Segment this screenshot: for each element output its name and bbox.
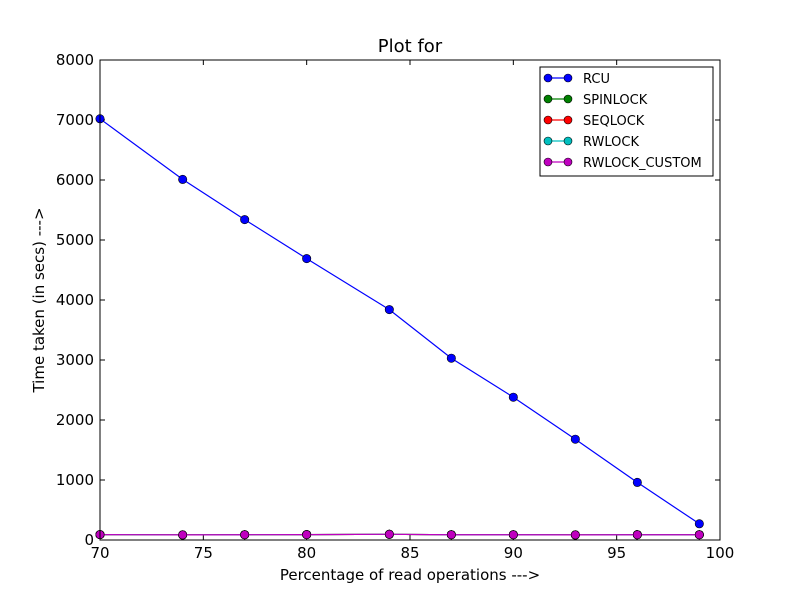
y-tick-label: 3000 — [56, 351, 94, 369]
data-point-rwlock_custom — [694, 530, 704, 540]
legend: RCU SPINLOCK SEQLOCK RWLOCK RWLOCK_CUSTOM — [539, 66, 714, 177]
series-line-rcu — [99, 118, 700, 525]
data-point-rcu — [240, 215, 250, 225]
data-point-rcu — [632, 477, 642, 487]
y-tick-label: 5000 — [56, 231, 94, 249]
x-tick-label: 85 — [400, 544, 419, 562]
y-tick-label: 4000 — [56, 291, 94, 309]
x-axis-title: Percentage of read operations ---> — [280, 566, 540, 584]
legend-label: RCU — [583, 72, 610, 87]
y-axis-title: Time taken (in secs) ---> — [30, 207, 48, 393]
legend-marker — [543, 157, 553, 167]
data-point-rwlock_custom — [446, 530, 456, 540]
x-tick-label: 80 — [297, 544, 316, 562]
data-point-rwlock_custom — [570, 530, 580, 540]
x-tick-label: 70 — [90, 544, 109, 562]
chart-title: Plot for — [378, 36, 443, 57]
plot-frame — [99, 59, 721, 541]
data-point-rwlock_custom — [240, 530, 250, 540]
legend-marker — [543, 94, 553, 104]
y-tick-label: 7000 — [56, 111, 94, 129]
y-tick-label: 1000 — [56, 471, 94, 489]
data-point-rcu — [384, 305, 394, 315]
data-point-rcu — [508, 392, 518, 402]
data-point-rcu — [446, 353, 456, 363]
legend-marker — [563, 115, 573, 125]
legend-marker — [563, 94, 573, 104]
x-tick-label: 100 — [706, 544, 735, 562]
data-point-rwlock_custom — [178, 530, 188, 540]
x-tick-label: 90 — [504, 544, 523, 562]
y-tick-label: 8000 — [56, 51, 94, 69]
data-point-rwlock_custom — [384, 529, 394, 539]
y-tick-label: 2000 — [56, 411, 94, 429]
data-point-rcu — [570, 434, 580, 444]
legend-label: SPINLOCK — [583, 93, 648, 108]
y-tick-label: 0 — [84, 531, 94, 549]
legend-label: RWLOCK_CUSTOM — [583, 156, 702, 171]
legend-marker — [563, 136, 573, 146]
legend-label: RWLOCK — [583, 135, 639, 150]
legend-marker — [543, 136, 553, 146]
y-tick-label: 6000 — [56, 171, 94, 189]
data-point-rcu — [302, 254, 312, 264]
legend-marker — [563, 73, 573, 83]
x-tick-label: 95 — [607, 544, 626, 562]
data-point-rwlock_custom — [508, 530, 518, 540]
series-line-rwlock_custom — [99, 533, 700, 536]
data-point-rwlock_custom — [302, 530, 312, 540]
data-point-rcu — [694, 519, 704, 529]
legend-label: SEQLOCK — [583, 114, 645, 129]
data-point-rcu — [178, 174, 188, 184]
data-point-rwlock_custom — [632, 530, 642, 540]
legend-marker — [563, 157, 573, 167]
legend-marker — [543, 73, 553, 83]
legend-marker — [543, 115, 553, 125]
x-tick-label: 75 — [194, 544, 213, 562]
